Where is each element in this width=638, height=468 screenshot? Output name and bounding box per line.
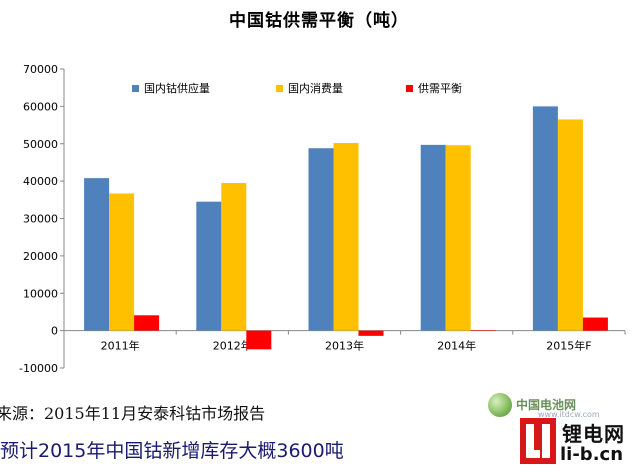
bar-balance (582, 317, 608, 331)
y-tick-label: 0 (51, 325, 58, 338)
chart-title: 中国钴供需平衡（吨） (229, 11, 409, 31)
legend-label: 供需平衡 (418, 81, 462, 95)
forecast-note: 预计2015年中国钴新增库存大概3600吨 (0, 440, 344, 462)
legend-swatch (276, 85, 283, 92)
x-tick-label: 2015年F (546, 339, 591, 353)
bar-supply (532, 106, 558, 331)
chart-legend: 国内钴供应量 国内消费量 供需平衡 (132, 81, 462, 95)
legend-label: 国内消费量 (288, 81, 343, 95)
bar-supply (196, 201, 222, 331)
chart-bars (84, 106, 608, 350)
y-tick-label: 20000 (23, 250, 58, 263)
x-tick-label: 2013年 (325, 339, 364, 353)
logo-domain: li-b.cn (560, 444, 624, 465)
y-tick-label: -10000 (19, 362, 58, 375)
y-tick-label: 50000 (23, 138, 58, 151)
bar-consumption (333, 143, 359, 331)
bar-consumption (445, 145, 471, 331)
watermark-site-name: 中国电池网 (516, 398, 577, 412)
y-tick-label: 10000 (23, 287, 58, 300)
li-b-logo-icon (520, 418, 556, 464)
bar-supply (84, 178, 110, 331)
bar-supply (308, 148, 334, 331)
legend-swatch (132, 85, 139, 92)
legend-label: 国内钴供应量 (144, 81, 210, 95)
y-tick-label: 40000 (23, 175, 58, 188)
battery-globe-icon (488, 393, 512, 417)
watermark-logo: 中国电池网 www.itdcw.com (488, 393, 600, 419)
bar-consumption (557, 119, 583, 331)
y-tick-label: 70000 (23, 63, 58, 76)
y-tick-label: 30000 (23, 213, 58, 226)
y-tick-label: 60000 (23, 100, 58, 113)
bar-consumption (109, 193, 135, 331)
x-tick-label: 2011年 (101, 339, 140, 353)
x-tick-label: 2014年 (437, 339, 476, 353)
chart-axes: -10000 0 10000 20000 30000 40000 50000 60000 700… (19, 63, 626, 375)
legend-swatch (406, 85, 413, 92)
logo-chinese-name: 锂电网 (562, 422, 625, 446)
source-caption: 来源：2015年11月安泰科钴市场报告 (0, 404, 266, 423)
x-tick-label: 2012年 (213, 339, 252, 353)
bar-balance (134, 315, 160, 331)
watermark-site-url: www.itdcw.com (538, 410, 600, 419)
bar-consumption (221, 182, 247, 331)
bar-balance (246, 330, 272, 350)
bar-balance (470, 330, 496, 331)
bar-chart: -10000 0 10000 20000 30000 40000 50000 60000 700… (19, 63, 626, 375)
bar-supply (420, 144, 446, 331)
bar-balance (358, 330, 384, 336)
